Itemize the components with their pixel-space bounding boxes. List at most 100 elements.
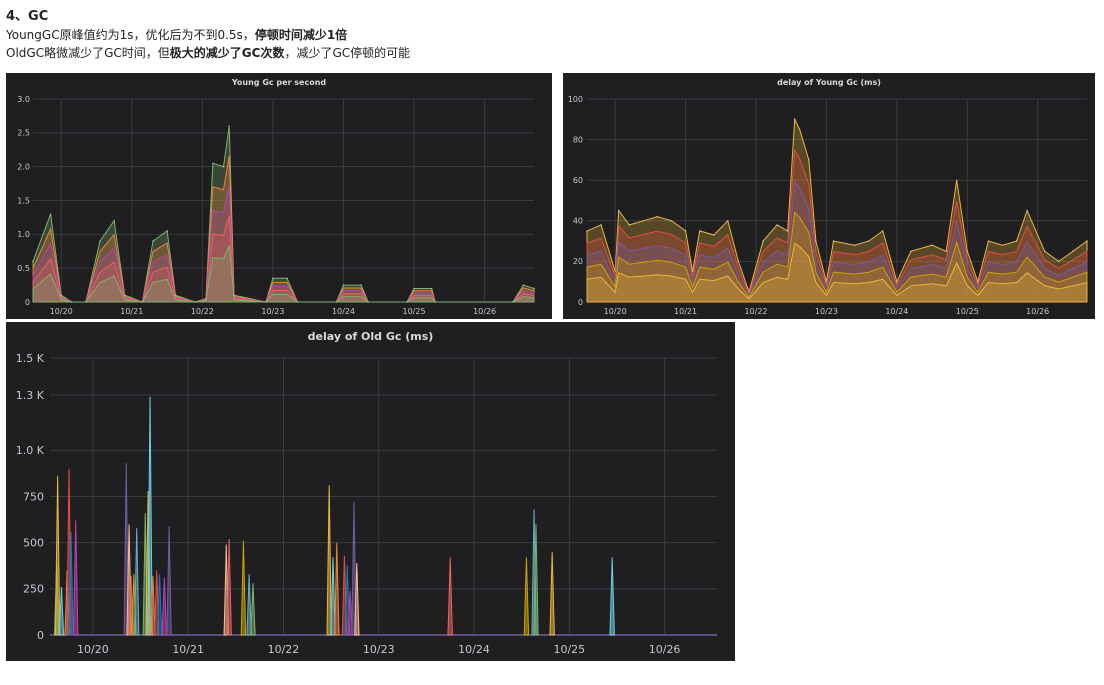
- data-point: [1002, 244, 1004, 246]
- y-tick-label: 1.3 K: [16, 389, 45, 402]
- data-point: [977, 281, 979, 283]
- text-block: 4、GC YoungGC原峰值约为1s，优化后为不到0.5s，停顿时间减少1倍 …: [6, 8, 410, 62]
- data-point: [272, 278, 274, 280]
- x-tick-label: 10/22: [191, 307, 214, 316]
- data-point: [931, 244, 933, 246]
- data-point: [628, 224, 630, 226]
- data-point: [787, 230, 789, 232]
- data-point: [194, 301, 196, 303]
- spike-mark: [157, 574, 161, 635]
- data-point: [685, 230, 687, 232]
- y-tick-label: 20: [573, 257, 583, 266]
- data-point: [833, 240, 835, 242]
- data-point: [523, 284, 525, 286]
- x-tick-label: 10/24: [885, 307, 908, 316]
- young-gc-per-second-panel[interactable]: Young Gc per second 0 0.5 1.0 1.5 2.0 2.5 3.0 10…: [6, 73, 552, 319]
- data-point: [431, 288, 433, 290]
- x-tick-label: 10/25: [553, 643, 585, 656]
- data-point: [738, 261, 740, 263]
- chart-title: delay of Young Gc (ms): [777, 78, 881, 87]
- old-gc-summary-text-1: OldGC略微减少了GC时间，但: [6, 46, 170, 60]
- data-point: [336, 301, 338, 303]
- data-point: [748, 291, 750, 293]
- x-tick-label: 10/26: [1026, 307, 1049, 316]
- data-point: [124, 294, 126, 296]
- data-point: [692, 271, 694, 273]
- y-tick-label: 60: [573, 176, 583, 185]
- young-gc-summary-highlight: 停顿时间减少1倍: [255, 28, 347, 42]
- data-point: [868, 240, 870, 242]
- data-point: [50, 213, 52, 215]
- x-tick-label: 10/26: [649, 643, 681, 656]
- data-point: [1026, 210, 1028, 212]
- data-point: [297, 301, 299, 303]
- data-point: [699, 230, 701, 232]
- data-point: [799, 129, 801, 131]
- data-point: [896, 281, 898, 283]
- y-tick-label: 40: [573, 217, 583, 226]
- data-point: [212, 162, 214, 164]
- spike-mark: [251, 583, 255, 635]
- y-tick-label: 100: [568, 95, 583, 104]
- old-gc-summary: OldGC略微减少了GC时间，但极大的减少了GC次数，减少了GC停顿的可能: [6, 44, 410, 62]
- data-point: [343, 284, 345, 286]
- delay-of-young-gc-panel[interactable]: delay of Young Gc (ms) 0 20 40 60 80 100 10/20 1…: [563, 73, 1095, 319]
- section-heading: 4、GC: [6, 8, 410, 26]
- x-tick-label: 10/25: [956, 307, 979, 316]
- data-point: [1044, 250, 1046, 252]
- x-tick-label: 10/23: [261, 307, 284, 316]
- data-point: [360, 284, 362, 286]
- spike-mark: [335, 543, 339, 635]
- data-point: [614, 271, 616, 273]
- data-point: [1086, 240, 1088, 242]
- x-tick-label: 10/22: [744, 307, 767, 316]
- young-gc-summary: YoungGC原峰值约为1s，优化后为不到0.5s，停顿时间减少1倍: [6, 26, 410, 44]
- spike-mark: [524, 557, 528, 635]
- delay-of-old-gc-panel[interactable]: delay of Old Gc (ms) 0 250 500 750 1.0 K 1.3 K…: [6, 322, 735, 661]
- y-tick-label: 0: [37, 629, 44, 642]
- spike-mark: [135, 528, 139, 635]
- y-tick-label: 1.0: [17, 230, 30, 239]
- y-tick-label: 250: [23, 583, 44, 596]
- data-point: [826, 281, 828, 283]
- young-gc-summary-text: YoungGC原峰值约为1s，优化后为不到0.5s，: [6, 28, 255, 42]
- data-point: [406, 301, 408, 303]
- data-point: [286, 278, 288, 280]
- data-point: [713, 234, 715, 236]
- delay-of-old-gc-chart: delay of Old Gc (ms) 0 250 500 750 1.0 K 1.3 K…: [6, 322, 735, 661]
- data-point: [265, 301, 267, 303]
- data-point: [808, 159, 810, 161]
- data-point: [657, 216, 659, 218]
- x-tick-label: 10/22: [268, 643, 300, 656]
- x-tick-label: 10/21: [120, 307, 143, 316]
- x-tick-label: 10/21: [172, 643, 204, 656]
- chart-title: Young Gc per second: [231, 78, 327, 87]
- y-tick-label: 1.5 K: [16, 352, 45, 365]
- spike-mark: [550, 552, 554, 635]
- x-tick-label: 10/25: [403, 307, 426, 316]
- spike-mark: [59, 587, 63, 635]
- spike-mark: [55, 476, 59, 635]
- spike-mark: [327, 485, 331, 635]
- data-point: [32, 261, 34, 263]
- data-point: [794, 119, 796, 121]
- data-point: [1016, 240, 1018, 242]
- y-tick-label: 500: [23, 537, 44, 550]
- data-point: [175, 294, 177, 296]
- data-point: [854, 244, 856, 246]
- data-point: [434, 301, 436, 303]
- data-point: [762, 240, 764, 242]
- y-tick-label: 2.5: [17, 129, 30, 138]
- delay-of-young-gc-chart: delay of Young Gc (ms) 0 20 40 60 80 100 10/20 1…: [563, 73, 1095, 319]
- data-point: [618, 210, 620, 212]
- spike-mark: [162, 578, 166, 635]
- spike-mark: [227, 539, 231, 635]
- young-gc-per-second-chart: Young Gc per second00.51.01.52.02.53.010…: [6, 73, 552, 319]
- x-tick-label: 10/20: [77, 643, 109, 656]
- x-tick-label: 10/24: [332, 307, 355, 316]
- data-point: [71, 301, 73, 303]
- data-point: [882, 230, 884, 232]
- y-tick-label: 0.5: [17, 264, 30, 273]
- data-point: [60, 294, 62, 296]
- data-point: [113, 220, 115, 222]
